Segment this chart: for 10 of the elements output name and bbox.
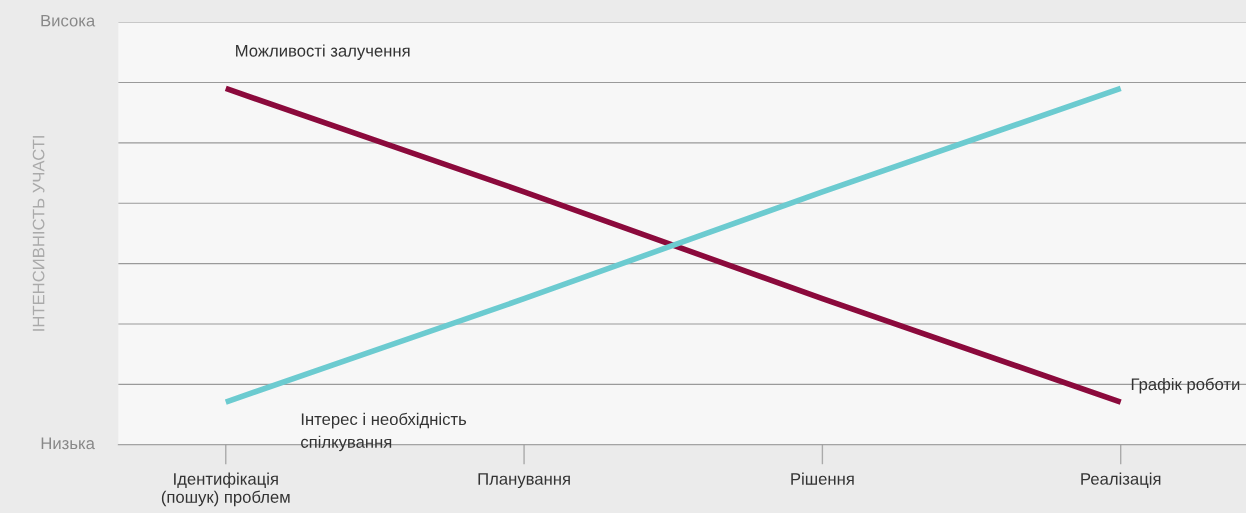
series-label: Можливості залучення	[236, 44, 410, 60]
text: Інтерес і необхідність спілкування	[301, 412, 467, 452]
text: Висока	[41, 14, 96, 27]
x-tick-label: Ідентифікація (пошук) проблем	[161, 472, 290, 507]
x-tick-label: Реалізація	[1081, 472, 1161, 488]
x-tick-label: Планування	[478, 473, 570, 489]
text: Низька	[41, 437, 95, 450]
annotation: Графік роботи	[1131, 377, 1240, 394]
x-tick-label: Рішення	[791, 472, 854, 485]
y-axis-title: ІНТЕНСИВНІСТЬ УЧАСТІ	[32, 136, 45, 331]
